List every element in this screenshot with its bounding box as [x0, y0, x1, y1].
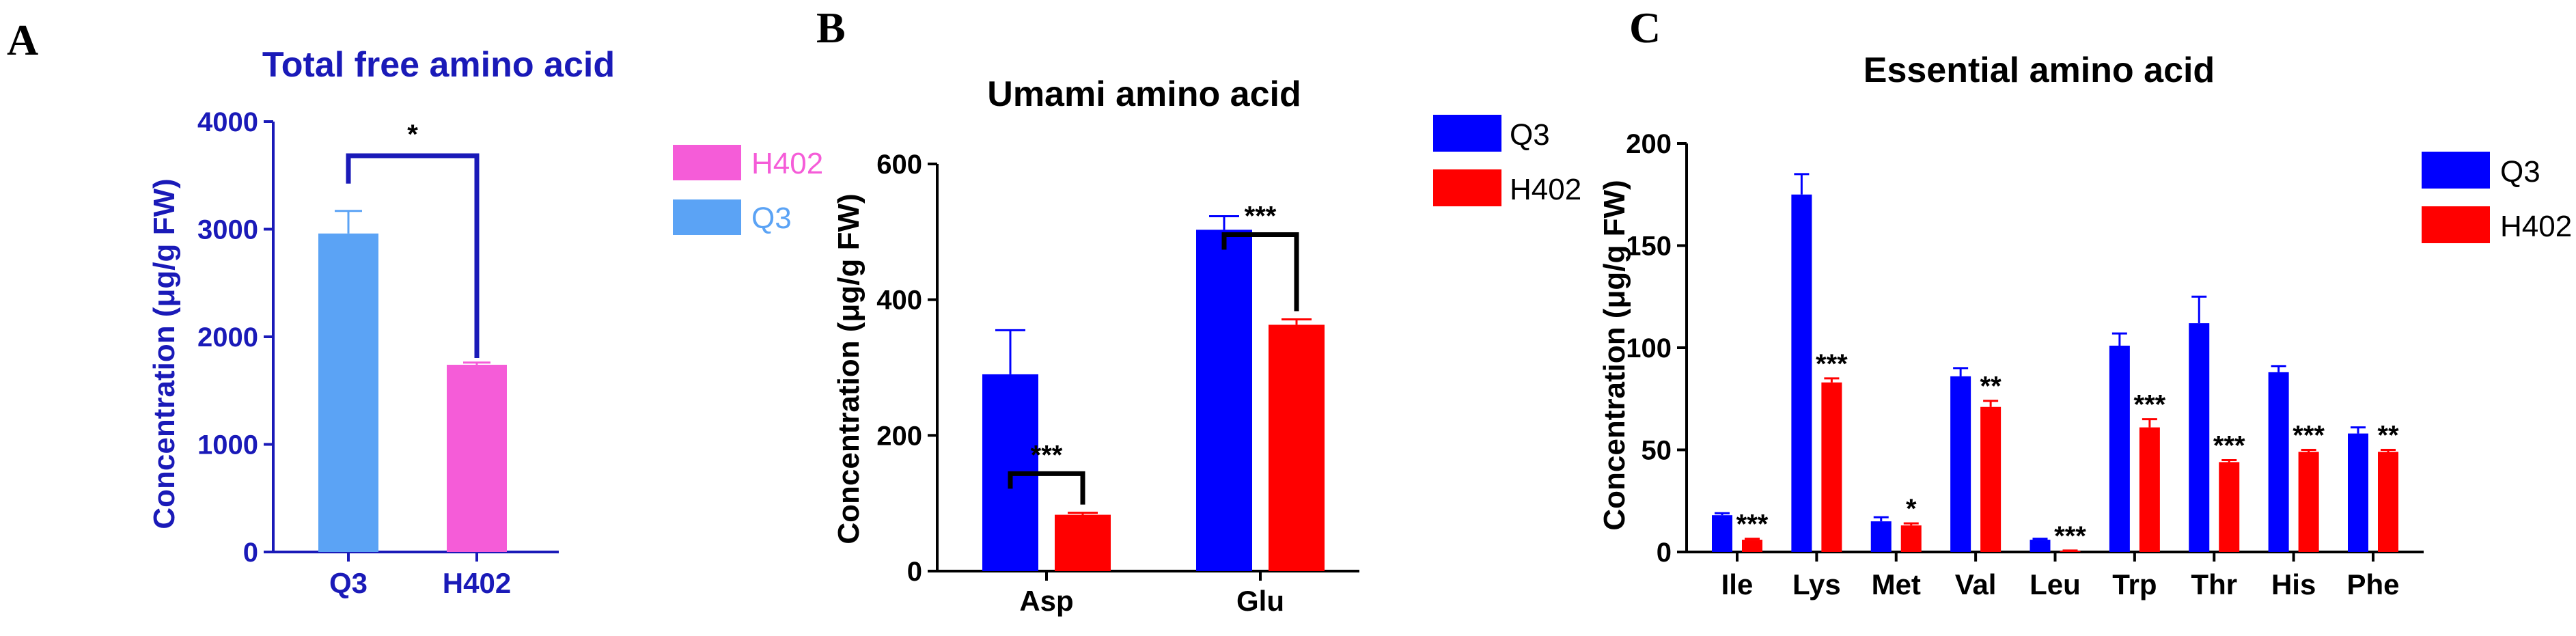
chart-a-legend-swatch-0 [673, 145, 741, 180]
chart-c-y-tick-label-1: 50 [1642, 436, 1672, 466]
chart-b-significance-bracket-0 [1008, 471, 1085, 505]
chart-b-y-tick-label-3: 600 [876, 150, 922, 180]
chart-b-legend-swatch-0 [1433, 115, 1501, 152]
chart-c-bar-ile-q3 [1712, 515, 1732, 552]
chart-c-marks: 0 50 100 150 200 *** Ile *** Lys * Met ** Val *** Leu *… [1626, 129, 2572, 600]
chart-c-bar-met-h402 [1900, 525, 1922, 552]
chart-b-y-tick-label-0: 0 [907, 557, 922, 587]
chart-c-bar-thr-h402 [2219, 462, 2240, 552]
chart-a-significance-label: * [407, 120, 418, 150]
chart-b-bar-asp-h402 [1055, 514, 1111, 571]
chart-c-y-tick-label-4: 200 [1626, 129, 1672, 159]
chart-c-bar-trp-q3 [2109, 346, 2130, 552]
chart-c-bar-lys-h402 [1821, 382, 1842, 552]
chart-b-y-tick-label-2: 400 [876, 286, 922, 316]
chart-a-y-tick-label-1: 1000 [197, 430, 258, 460]
chart-c-category-label-8: Phe [2346, 568, 2399, 600]
chart-c-ylabel: Concentration (μg/g FW) [1598, 180, 1631, 530]
chart-a-y-tick-label-3: 3000 [197, 215, 258, 245]
chart-a-title: Total free amino acid [262, 45, 615, 85]
chart-a-legend-label-0: H402 [751, 147, 823, 180]
chart-a-category-label-0: Q3 [329, 567, 368, 599]
panel-letter-b: B [816, 3, 846, 52]
chart-c-bar-trp-h402 [2139, 427, 2160, 552]
chart-c-significance-label-7: *** [2293, 421, 2325, 451]
chart-a-legend-label-1: Q3 [751, 202, 792, 235]
chart-c-bar-lys-q3 [1791, 194, 1812, 552]
chart-a-bar-h402 [447, 364, 507, 552]
chart-c-legend-label-0: Q3 [2500, 155, 2540, 189]
chart-b-significance-label-1: *** [1245, 201, 1277, 231]
chart-c-y-tick-label-2: 100 [1626, 333, 1672, 363]
chart-a-legend-swatch-1 [673, 199, 741, 235]
chart-c-category-label-4: Leu [2030, 568, 2081, 600]
chart-a-bar-q3 [318, 233, 378, 552]
chart-b-y-tick-label-1: 200 [876, 421, 922, 451]
chart-c-bar-val-h402 [1980, 406, 2002, 552]
chart-b-legend-label-0: Q3 [1510, 118, 1550, 152]
chart-c-category-label-0: Ile [1721, 568, 1754, 600]
chart-c-bar-his-h402 [2298, 452, 2319, 552]
chart-b-category-label-0: Asp [1019, 585, 1073, 617]
chart-c-bar-thr-q3 [2189, 323, 2210, 552]
chart-c-legend-swatch-0 [2422, 152, 2490, 189]
chart-b-bar-glu-q3 [1196, 230, 1252, 571]
chart-c-bar-met-q3 [1870, 521, 1892, 552]
panel-letter-a: A [7, 16, 38, 64]
chart-c-title: Essential amino acid [1864, 51, 2215, 90]
chart-a-y-tick-label-0: 0 [243, 538, 258, 568]
chart-c-significance-label-4: *** [2054, 521, 2086, 551]
chart-c-category-label-1: Lys [1792, 568, 1841, 600]
chart-c-y-tick-label-0: 0 [1657, 538, 1672, 568]
chart-b-significance-label-0: *** [1031, 440, 1063, 470]
panel-letter-c: C [1629, 3, 1661, 52]
chart-a-marks: 0 1000 2000 3000 4000 Q3 H402 * H402 Q3 [197, 107, 823, 599]
chart-panel-b: Umami amino acid Concentration (μg/g FW)… [832, 74, 1581, 617]
chart-panel-a: Total free amino acid Concentration (μg/… [148, 45, 823, 599]
chart-c-legend-label-1: H402 [2500, 210, 2572, 243]
chart-b-bar-glu-h402 [1269, 324, 1325, 571]
chart-panel-c: Essential amino acid Concentration (μg/g… [1598, 51, 2572, 600]
chart-c-bar-ile-h402 [1742, 540, 1762, 552]
chart-b-legend-swatch-1 [1433, 169, 1501, 206]
chart-c-bar-val-q3 [1950, 376, 1971, 552]
chart-b-category-label-1: Glu [1236, 585, 1284, 617]
chart-c-significance-label-1: *** [1816, 349, 1848, 379]
chart-c-significance-label-0: *** [1736, 510, 1769, 540]
chart-c-category-label-5: Trp [2112, 568, 2157, 600]
chart-c-bar-his-q3 [2268, 372, 2289, 552]
chart-b-marks: 0 200 400 600 Asp *** Glu *** Q3 H402 [876, 115, 1581, 617]
chart-c-significance-label-8: ** [2377, 421, 2399, 451]
chart-a-category-label-1: H402 [443, 567, 511, 599]
chart-c-significance-label-5: *** [2134, 390, 2166, 420]
chart-c-legend-swatch-1 [2422, 206, 2490, 243]
chart-c-category-label-7: His [2271, 568, 2316, 600]
chart-c-category-label-6: Thr [2191, 568, 2237, 600]
chart-a-y-tick-label-4: 4000 [197, 107, 258, 137]
chart-a-y-tick-label-2: 2000 [197, 322, 258, 352]
chart-c-significance-label-6: *** [2213, 430, 2245, 460]
chart-c-significance-label-3: ** [1980, 372, 2002, 402]
chart-c-bar-phe-h402 [2378, 452, 2398, 552]
chart-a-significance-bracket [346, 153, 480, 358]
chart-c-bar-phe-q3 [2348, 433, 2368, 552]
chart-c-category-label-3: Val [1955, 568, 1997, 600]
chart-b-title: Umami amino acid [987, 74, 1301, 114]
chart-c-category-label-2: Met [1872, 568, 1921, 600]
chart-b-significance-bracket-1 [1221, 232, 1299, 312]
chart-b-legend-label-1: H402 [1510, 173, 1581, 206]
chart-c-y-tick-label-3: 150 [1626, 232, 1672, 262]
chart-b-ylabel: Concentration (μg/g FW) [832, 193, 865, 544]
chart-c-significance-label-2: * [1906, 494, 1917, 524]
chart-c-bar-leu-q3 [2030, 540, 2051, 552]
chart-a-ylabel: Concentration (μg/g FW) [148, 178, 181, 529]
